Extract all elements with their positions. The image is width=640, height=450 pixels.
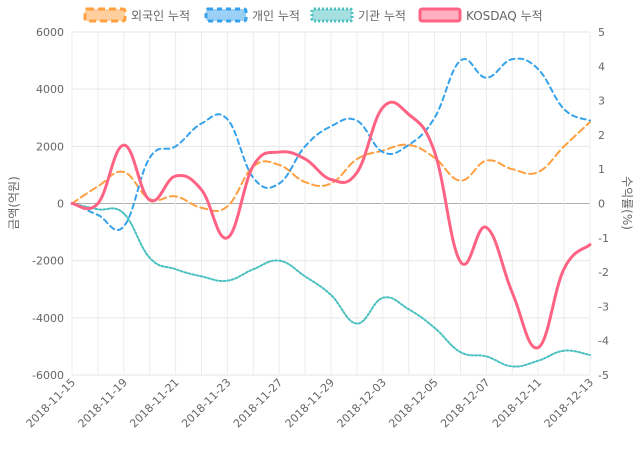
y-right-tick-label: 2 [598,129,605,142]
y-left-tick-label: -2000 [32,255,64,268]
x-tick-label: 2018-11-15 [24,376,78,430]
legend-label: KOSDAQ 누적 [466,9,543,23]
legend-swatch [418,7,462,23]
y-axis-right-title: 수익률(%) [620,176,634,230]
series-line-4 [70,100,592,350]
y-right-tick-label: 4 [598,60,605,73]
y-right-tick-label: -4 [598,335,609,348]
y-right-tick-label: -1 [598,232,609,245]
legend-swatch [204,7,248,23]
legend-label: 개인 누적 [252,9,300,23]
legend-item: 외국인 누적 [83,7,190,23]
y-right-tick-label: -3 [598,300,609,313]
x-tick-label: 2018-11-21 [127,376,181,430]
left-axis: 6000 4000 2000 0 -2000 -4000 -6000 [32,26,64,382]
x-tick-label: 2018-12-11 [490,376,544,430]
x-tick-label: 2018-12-13 [542,376,596,430]
legend-item: 기관 누적 [310,7,406,23]
y-left-tick-label: 2000 [36,140,64,153]
legend-item: KOSDAQ 누적 [418,7,543,23]
x-tick-label: 2018-12-07 [438,376,492,430]
y-right-tick-label: 1 [598,163,605,176]
y-right-tick-label: 5 [598,26,605,39]
legend-label: 외국인 누적 [131,9,190,23]
x-tick-label: 2018-11-27 [231,376,285,430]
x-tick-label: 2018-11-29 [283,376,337,430]
x-tick-label: 2018-11-19 [76,376,130,430]
legend-item: 개인 누적 [204,7,300,23]
y-left-tick-label: 0 [57,198,64,211]
y-left-tick-label: 4000 [36,83,64,96]
y-left-tick-label: -4000 [32,312,64,325]
legend-swatch [310,7,354,23]
x-tick-label: 2018-11-23 [179,376,233,430]
series-layer [70,57,592,368]
series-line-1 [71,121,591,212]
legend-label: 기관 누적 [358,9,406,23]
y-right-tick-label: 0 [598,198,605,211]
x-axis: 2018-11-152018-11-192018-11-212018-11-23… [24,376,596,430]
legend-swatch [83,7,127,23]
y-axis-left-title: 금액(억원) [7,176,21,230]
y-right-tick-label: -2 [598,266,609,279]
grid [71,31,591,376]
x-tick-label: 2018-12-03 [335,376,389,430]
x-tick-label: 2018-12-05 [386,376,440,430]
right-axis: 5 4 3 2 1 0 -1 -2 -3 -4 -5 [598,26,609,382]
y-right-tick-label: -5 [598,369,609,382]
legend: 외국인 누적 개인 누적 기관 누적 KOSDAQ 누적 [83,7,543,23]
series-line-3 [71,202,591,368]
y-right-tick-label: 3 [598,95,605,108]
series-line-2 [71,57,591,232]
y-left-tick-label: -6000 [32,369,64,382]
y-left-tick-label: 6000 [36,26,64,39]
